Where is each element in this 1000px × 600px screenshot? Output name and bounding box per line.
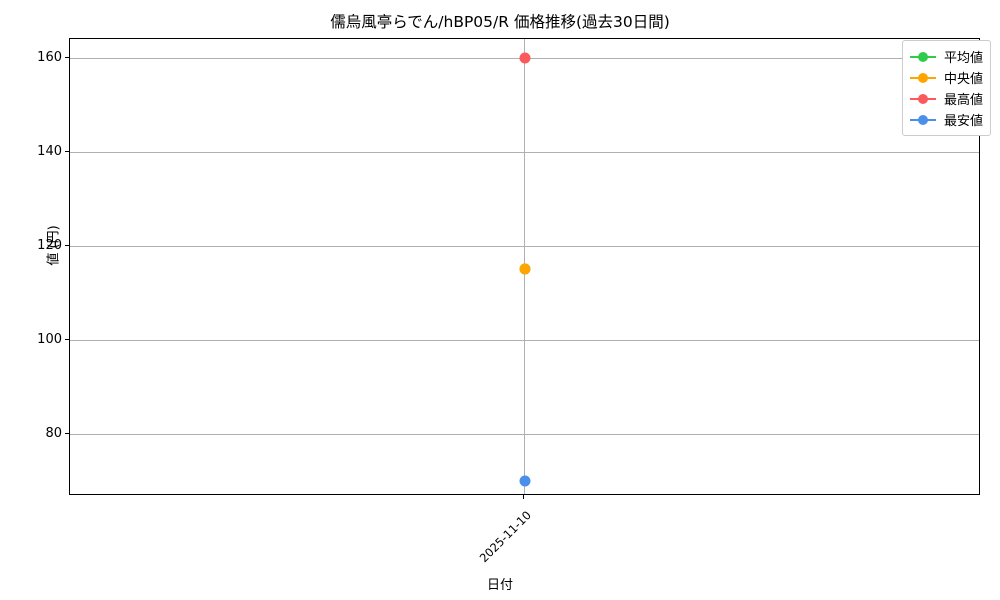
legend-item-median[interactable]: 中央値 [909,67,983,88]
data-point-median [519,263,530,275]
y-tick-label-140: 140 [37,144,62,159]
y-tick-label-100: 100 [37,332,62,347]
x-tick-label-2025-11-10: 2025-11-10 [476,508,534,566]
data-point-min [519,475,530,487]
legend-label-max: 最高値 [943,93,983,108]
legend-marker-min-icon [909,114,936,126]
x-axis-label: 日付 [486,578,513,593]
y-tick-mark [65,339,69,341]
legend-item-max[interactable]: 最高値 [909,88,983,109]
chart-legend: 平均値 中央値 最高値 最安値 [901,40,991,136]
y-tick-label-120: 120 [37,238,62,253]
legend-item-min[interactable]: 最安値 [909,109,983,130]
y-tick-label-80: 80 [45,426,62,441]
x-tick-mark [523,495,525,499]
legend-marker-median-icon [909,72,936,84]
legend-marker-average-icon [909,51,936,63]
y-tick-mark [65,151,69,153]
legend-marker-max-icon [909,93,936,105]
y-tick-mark [65,57,69,59]
legend-label-average: 平均値 [943,51,983,66]
legend-item-average[interactable]: 平均値 [909,46,983,67]
y-tick-mark [65,245,69,247]
legend-label-min: 最安値 [943,114,983,129]
y-tick-label-160: 160 [37,50,62,65]
data-point-max [519,52,530,64]
plot-area [69,38,980,495]
chart-title: 儒烏風亭らでん/hBP05/R 価格推移(過去30日間) [330,13,670,31]
y-tick-mark [65,433,69,435]
legend-label-median: 中央値 [943,72,983,87]
